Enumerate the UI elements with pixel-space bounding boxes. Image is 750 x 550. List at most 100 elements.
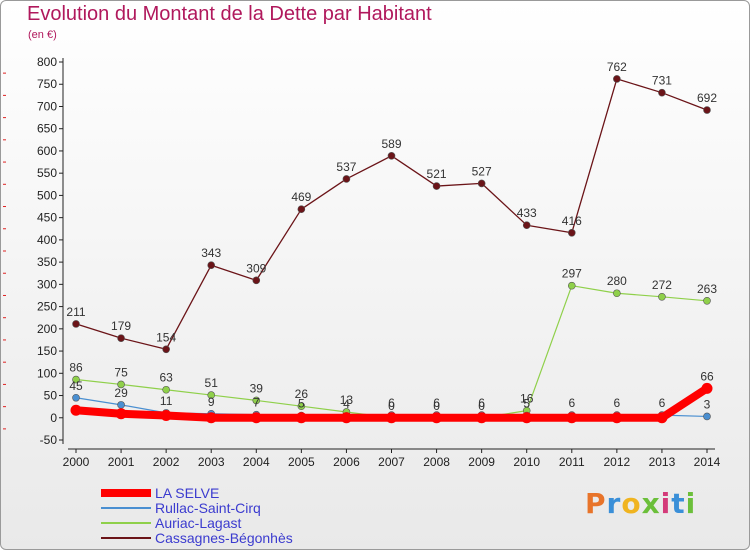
unit-label: (en €) <box>28 29 57 41</box>
legend-label: Cassagnes-Bégonhès <box>155 529 293 546</box>
y-tick-label: 550 <box>37 166 57 180</box>
data-label: 211 <box>66 305 85 319</box>
data-point <box>117 401 125 409</box>
data-label: 86 <box>69 361 83 375</box>
data-point <box>658 88 666 97</box>
data-point <box>522 221 531 230</box>
data-point <box>656 412 668 424</box>
y-tick-label: 650 <box>37 122 57 136</box>
y-tick-label: 600 <box>37 144 57 158</box>
data-point <box>613 75 621 83</box>
data-label: 5 <box>298 397 305 411</box>
x-tick-label: 2012 <box>604 455 631 469</box>
data-label: 0 <box>478 399 485 413</box>
x-tick-label: 2006 <box>333 455 360 469</box>
y-tick-label: 400 <box>37 233 57 247</box>
data-label: 469 <box>291 190 311 204</box>
data-label: 5 <box>523 397 530 411</box>
legend-item: Auriac-Lagast <box>101 514 293 531</box>
data-label: 297 <box>562 267 582 281</box>
x-tick-label: 2001 <box>108 455 135 469</box>
y-tick-label: 0 <box>50 411 57 425</box>
data-label: 9 <box>208 395 215 409</box>
data-point <box>477 179 486 188</box>
data-point <box>703 412 711 421</box>
data-label: 179 <box>111 319 131 333</box>
data-point <box>117 380 125 389</box>
x-tick-label: 2014 <box>694 455 721 469</box>
data-label: 0 <box>388 399 395 413</box>
legend-swatch <box>101 521 151 524</box>
data-label: 6 <box>433 396 440 410</box>
y-tick-label: 100 <box>37 366 57 380</box>
data-point <box>476 412 488 424</box>
y-tick-label: 50 <box>44 389 58 403</box>
data-label: 29 <box>114 386 128 400</box>
data-point <box>386 412 397 424</box>
data-label: 537 <box>336 160 356 174</box>
data-point <box>162 345 170 354</box>
data-label: 343 <box>201 246 221 260</box>
x-tick-label: 2013 <box>649 455 676 469</box>
data-label: 433 <box>517 206 537 220</box>
logo-letter: x <box>641 487 661 520</box>
data-label: 6 <box>659 396 666 410</box>
x-tick-label: 2008 <box>423 455 450 469</box>
x-tick-label: 2010 <box>513 455 540 469</box>
y-tick-label: 500 <box>37 188 57 202</box>
data-label: 527 <box>472 164 492 178</box>
series-line-3 <box>75 78 708 350</box>
x-tick-label: 2007 <box>378 455 405 469</box>
data-point <box>567 281 576 290</box>
data-point <box>207 261 216 270</box>
data-label: 63 <box>159 371 173 385</box>
logo-letter: r <box>606 487 622 520</box>
data-point <box>72 393 80 402</box>
legend-swatch <box>101 488 151 497</box>
data-label: 6 <box>478 396 485 410</box>
data-label: 762 <box>607 60 627 74</box>
data-point <box>701 382 713 394</box>
data-point <box>252 276 261 285</box>
data-label: 51 <box>205 376 219 390</box>
legend-item: Rullac-Saint-Cirq <box>101 499 293 516</box>
data-point <box>70 404 82 416</box>
data-label: 731 <box>652 74 672 88</box>
data-point <box>342 175 351 183</box>
data-point <box>72 320 80 328</box>
legend-label: LA SELVE <box>155 484 220 501</box>
data-point <box>250 412 262 424</box>
chart-title: Evolution du Montant de la Dette par Hab… <box>27 3 432 25</box>
data-label: 280 <box>607 274 627 288</box>
y-tick-label: 300 <box>37 277 57 291</box>
data-label: 521 <box>427 167 447 181</box>
data-label: 7 <box>253 396 260 410</box>
data-point <box>117 334 125 342</box>
legend-swatch <box>101 506 151 509</box>
legend-label: Rullac-Saint-Cirq <box>155 499 261 516</box>
data-point <box>295 412 307 424</box>
proxiti-logo: Proxiti <box>585 487 696 520</box>
y-tick-label: 150 <box>37 344 57 358</box>
y-tick-label: 750 <box>37 77 57 91</box>
data-label: 692 <box>697 91 717 105</box>
y-tick-label: 450 <box>37 211 57 225</box>
data-point <box>567 228 576 237</box>
legend-label: Auriac-Lagast <box>155 514 242 531</box>
data-label: 75 <box>114 365 128 379</box>
data-label: 263 <box>697 282 717 296</box>
data-label: 589 <box>381 137 401 151</box>
logo-letter: P <box>585 487 607 520</box>
x-tick-label: 2005 <box>288 455 315 469</box>
y-tick-label: 200 <box>37 322 57 336</box>
data-label: 6 <box>614 396 621 410</box>
logo-letter: i <box>660 487 672 520</box>
x-tick-label: 2011 <box>559 455 585 469</box>
data-point <box>387 152 396 160</box>
data-label: 4 <box>343 397 350 411</box>
data-label: 26 <box>295 387 309 401</box>
data-label: 272 <box>652 278 672 292</box>
data-point <box>611 412 623 424</box>
